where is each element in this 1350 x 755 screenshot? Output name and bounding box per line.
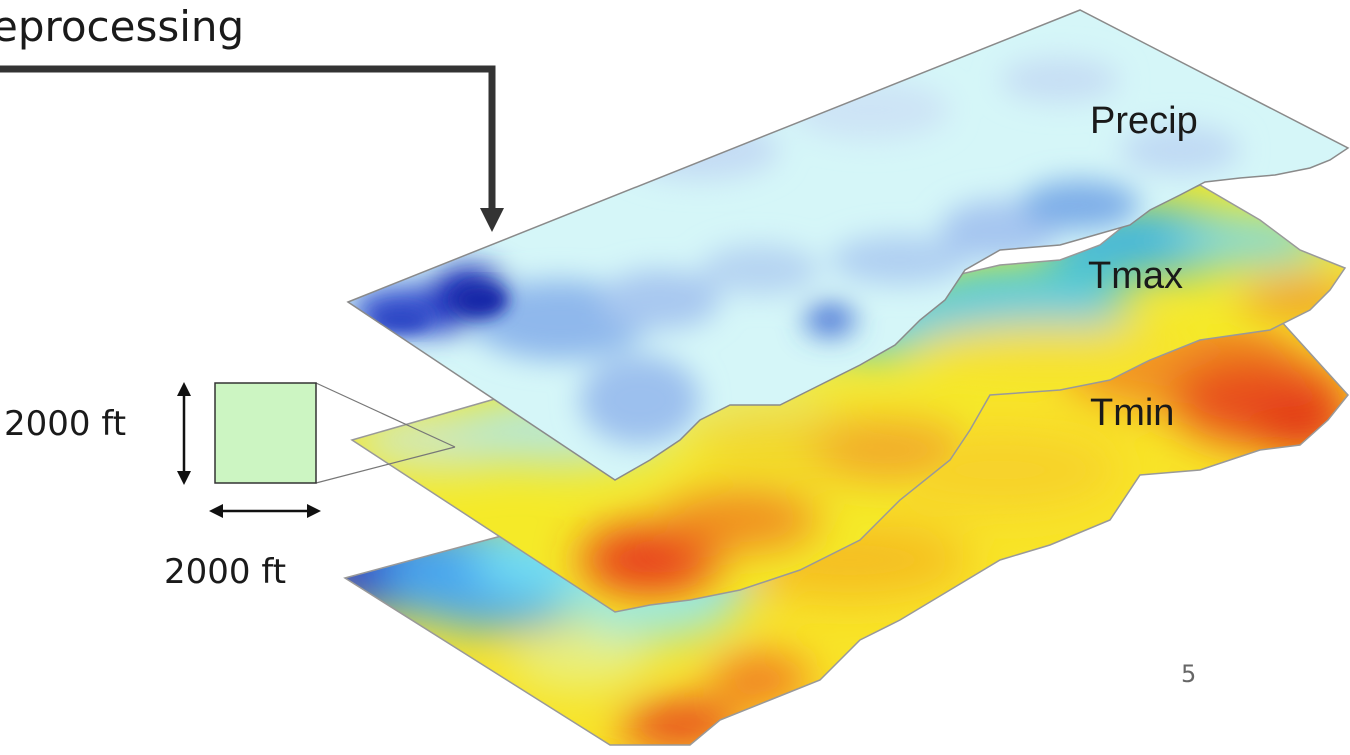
projection-line-top: [315, 382, 456, 448]
projection-line-bottom: [315, 446, 456, 484]
horizontal-dimension-arrow: [209, 504, 321, 518]
tmax-layer-label: Tmax: [1088, 255, 1183, 297]
cell-height-label: 2000 ft: [4, 404, 127, 444]
header-title: eprocessing: [0, 2, 245, 51]
cell-width-label: 2000 ft: [164, 552, 287, 592]
tmin-layer-label: Tmin: [1090, 392, 1175, 434]
grid-cell-inset: [177, 382, 456, 518]
vertical-dimension-arrow: [177, 382, 191, 485]
preprocessing-arrow: [0, 65, 504, 232]
slide-number: 5: [1181, 660, 1197, 688]
precip-layer-label: Precip: [1090, 100, 1198, 142]
grid-cell-square: [214, 382, 317, 484]
